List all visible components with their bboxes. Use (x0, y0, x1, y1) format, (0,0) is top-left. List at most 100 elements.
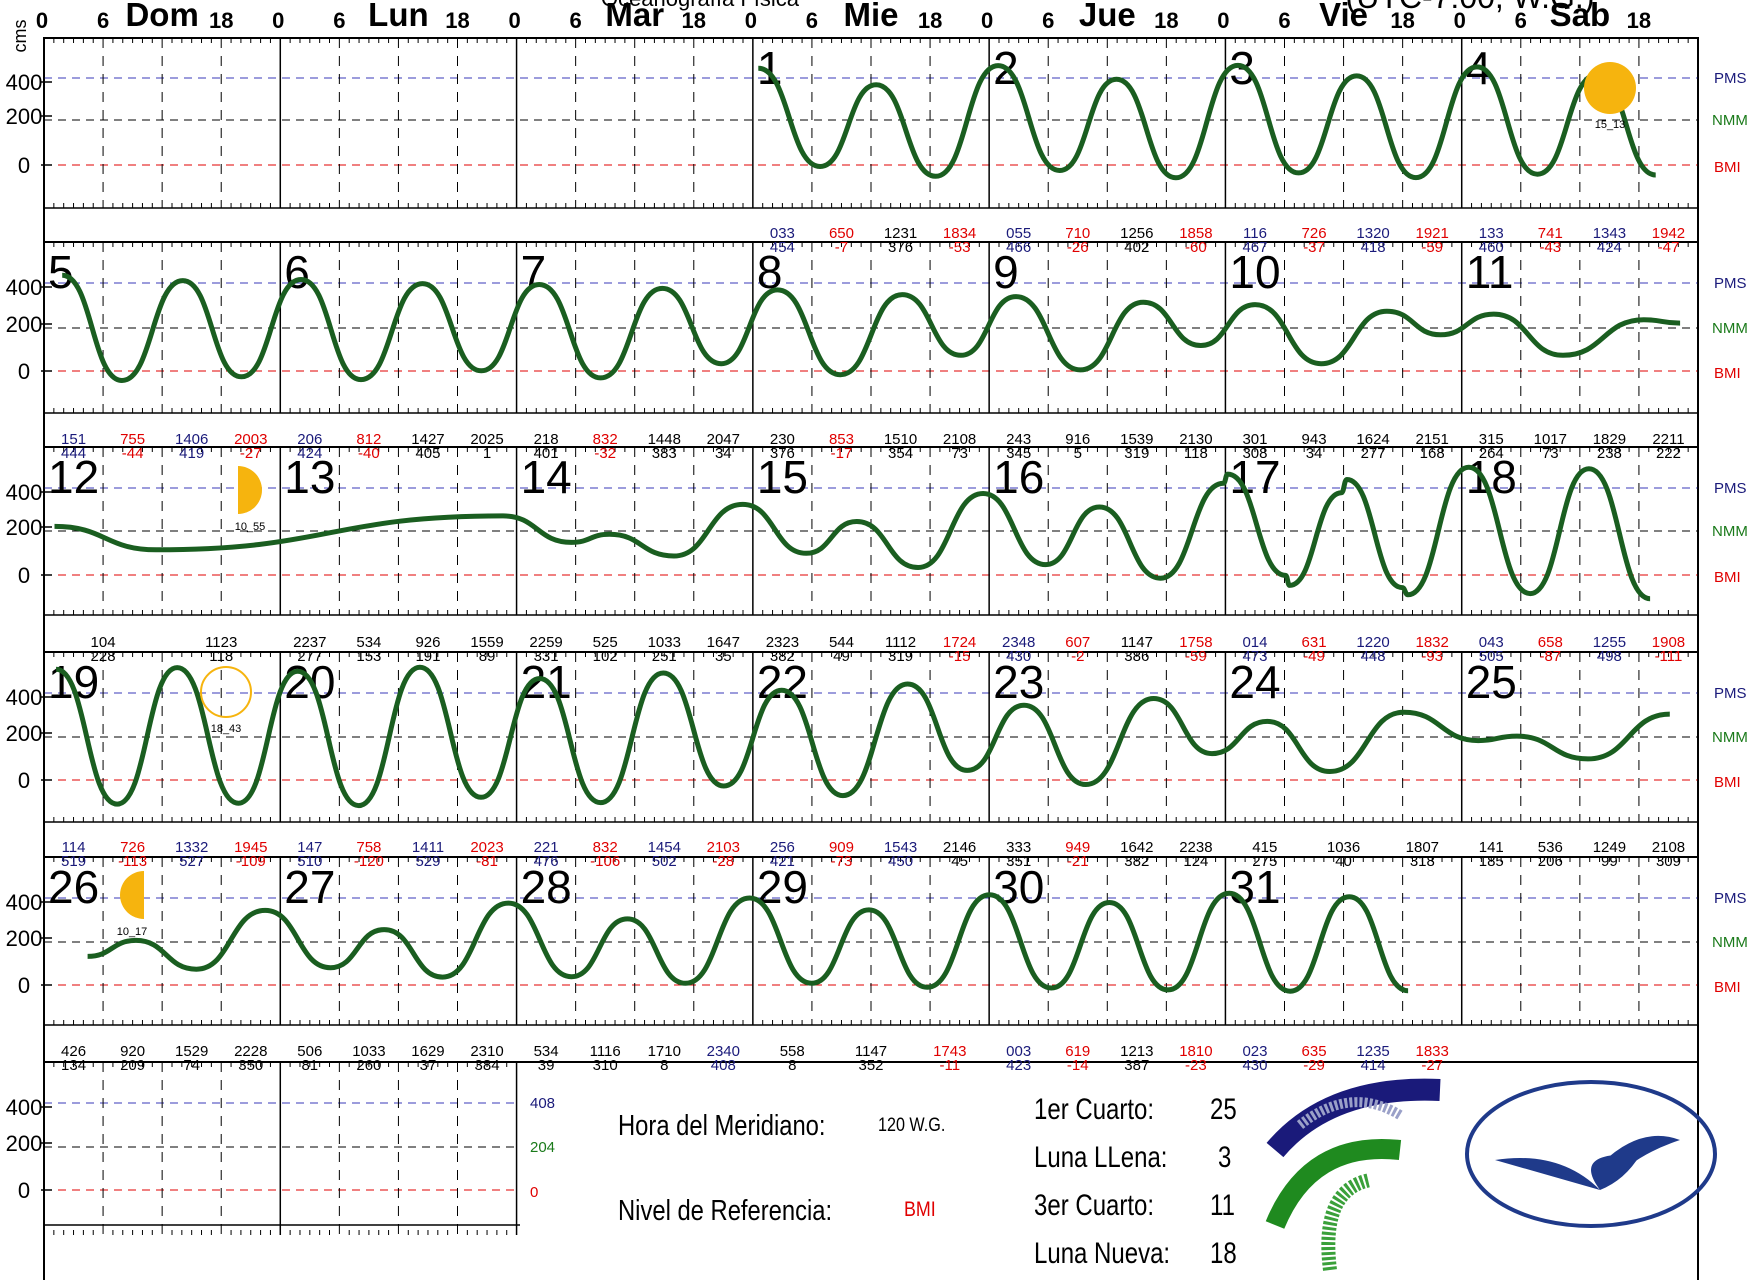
extreme-height: -28 (712, 853, 734, 870)
extreme-height: -73 (831, 853, 853, 870)
extreme-height: -29 (1303, 1057, 1325, 1074)
extreme-time: 2340 (707, 1043, 740, 1060)
extreme-height: 277 (1361, 445, 1386, 462)
y-tick-label: 0 (18, 1178, 30, 1203)
extreme-height: 260 (356, 1057, 381, 1074)
extreme-height: 81 (301, 1057, 318, 1074)
extreme-height: 222 (1656, 445, 1681, 462)
extreme-height: -21 (1067, 853, 1089, 870)
extreme-time: 1529 (175, 1043, 208, 1060)
extreme-height: 419 (179, 445, 204, 462)
extreme-height: 277 (297, 648, 322, 665)
day-header: Mie (843, 0, 898, 33)
extreme-time: 230 (770, 431, 795, 448)
extreme-time: 1710 (648, 1043, 681, 1060)
extreme-time: 1539 (1120, 431, 1153, 448)
extreme-time: 1758 (1179, 634, 1212, 651)
extreme-time: 426 (61, 1043, 86, 1060)
bird-wing-icon (1600, 1135, 1680, 1165)
extreme-time: 1829 (1593, 431, 1626, 448)
extreme-height: 310 (593, 1057, 618, 1074)
level-label-bmi: BMI (1714, 365, 1741, 382)
day-number: 26 (48, 861, 99, 913)
hour-label: 0 (36, 8, 48, 33)
level-label-nmm: NMM (1712, 112, 1748, 129)
extreme-height: -60 (1185, 239, 1207, 256)
y-tick-label: 0 (18, 359, 30, 384)
extreme-height: 502 (652, 853, 677, 870)
extreme-height: 423 (1006, 1057, 1031, 1074)
extreme-time: 206 (297, 431, 322, 448)
extreme-height: -81 (476, 853, 498, 870)
extreme-time: 558 (780, 1043, 805, 1060)
y-tick-label: 0 (18, 153, 30, 178)
extreme-time: 256 (770, 839, 795, 856)
extreme-time: 2237 (293, 634, 326, 651)
extreme-height: 118 (1184, 445, 1208, 462)
extreme-time: 1036 (1327, 839, 1360, 856)
extreme-time: 415 (1252, 839, 1277, 856)
extreme-height: 40 (1335, 853, 1352, 870)
row-3 (41, 446, 1699, 616)
day-number: 27 (284, 861, 335, 913)
extreme-time: 544 (829, 634, 854, 651)
extreme-height: 275 (1252, 853, 1277, 870)
tide-curve-row-4 (55, 664, 1670, 809)
extreme-height: 424 (1597, 239, 1622, 256)
extreme-time: 2259 (529, 634, 562, 651)
extreme-height: 309 (1656, 853, 1681, 870)
extreme-time: 003 (1006, 1043, 1031, 1060)
level-label-pms: PMS (1714, 480, 1747, 497)
day-number: 30 (993, 861, 1044, 913)
extreme-height: -87 (1539, 648, 1561, 665)
extreme-height: 34 (715, 445, 732, 462)
extreme-height: 401 (534, 445, 559, 462)
extreme-height: 430 (1242, 1057, 1267, 1074)
extreme-height: 185 (1479, 853, 1504, 870)
extreme-time: 619 (1065, 1043, 1090, 1060)
extreme-time: 114 (62, 839, 86, 856)
extreme-time: 1343 (1593, 225, 1626, 242)
extreme-height: 73 (1542, 445, 1559, 462)
extreme-time: 1647 (707, 634, 740, 651)
logo-arc-green2-icon (1321, 1173, 1372, 1271)
hour-label: 6 (806, 8, 818, 33)
day-number: 12 (48, 451, 99, 503)
extreme-time: 926 (415, 634, 440, 651)
extreme-height: 454 (770, 239, 795, 256)
extreme-time: 534 (356, 634, 381, 651)
extreme-time: 534 (534, 1043, 559, 1060)
logo-arc-green-icon (1265, 1139, 1402, 1229)
extreme-time: 631 (1302, 634, 1327, 651)
day-number: 24 (1229, 656, 1280, 708)
moon-time-label: 10_55 (235, 521, 266, 533)
extreme-height: 1 (483, 445, 491, 462)
y-tick-label: 200 (6, 1131, 43, 1156)
extreme-height: 448 (1361, 648, 1386, 665)
extreme-time: 218 (534, 431, 559, 448)
extreme-time: 014 (1242, 634, 1267, 651)
extreme-height: -32 (594, 445, 616, 462)
extreme-height: 89 (479, 648, 496, 665)
extreme-time: 710 (1065, 225, 1090, 242)
y-unit-label: cms (10, 20, 30, 53)
extreme-height: -111 (1655, 648, 1683, 665)
extreme-height: 405 (415, 445, 440, 462)
extreme-height: 34 (1306, 445, 1323, 462)
extreme-time: 853 (829, 431, 854, 448)
extreme-time: 1448 (648, 431, 681, 448)
extreme-height: 8 (788, 1057, 796, 1074)
extreme-height: 505 (1479, 648, 1504, 665)
extreme-height: 74 (183, 1057, 200, 1074)
extreme-height: 49 (833, 648, 850, 665)
extreme-time: 525 (593, 634, 618, 651)
extreme-time: 1123 (205, 634, 237, 651)
extreme-height: 510 (297, 853, 322, 870)
moon-time-label: 15_13 (1595, 119, 1626, 131)
extreme-time: 055 (1006, 225, 1031, 242)
y-tick-label: 200 (6, 312, 43, 337)
day-number: 10 (1229, 246, 1280, 298)
extreme-time: 650 (829, 225, 854, 242)
extreme-time: 023 (1242, 1043, 1267, 1060)
hour-label: 6 (1042, 8, 1054, 33)
